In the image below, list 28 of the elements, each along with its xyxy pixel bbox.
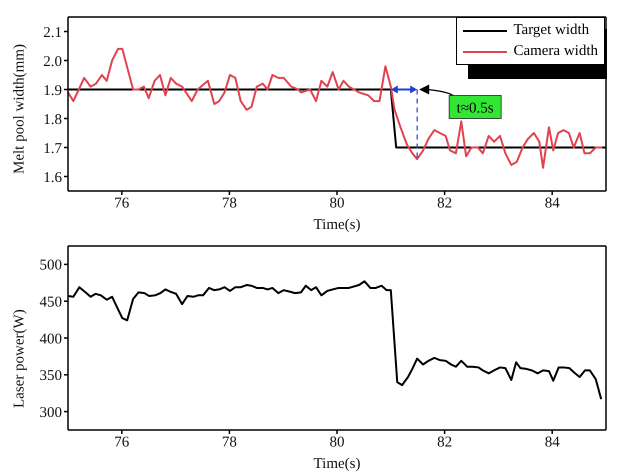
x-tick-label: 80: [330, 434, 344, 451]
x-tick-label: 82: [437, 434, 452, 451]
legend-label: Camera width: [513, 42, 598, 61]
y-axis-title: Laser power(W): [11, 309, 28, 408]
x-tick-label: 84: [544, 196, 560, 212]
annotation: t≈0.5s: [456, 100, 494, 116]
legend-label: Target width: [513, 21, 590, 40]
y-tick-label: 300: [40, 404, 62, 421]
x-axis-title: Time(s): [314, 456, 360, 472]
x-tick-label: 78: [222, 196, 237, 212]
x-tick-label: 78: [222, 434, 237, 451]
x-tick-label: 80: [330, 196, 344, 212]
y-tick-label: 2.0: [43, 54, 62, 70]
y-tick-label: 1.9: [43, 82, 62, 99]
y-tick-label: 400: [40, 331, 62, 348]
y-tick-label: 2.1: [43, 24, 62, 41]
x-tick-label: 76: [114, 434, 130, 451]
x-axis-title: Time(s): [314, 217, 360, 233]
y-tick-label: 1.8: [43, 112, 62, 128]
y-tick-label: 1.7: [43, 140, 62, 157]
x-tick-label: 76: [114, 196, 130, 212]
y-tick-label: 350: [40, 368, 62, 384]
x-tick-label: 84: [544, 434, 560, 451]
y-tick-label: 450: [40, 294, 62, 311]
y-tick-label: 1.6: [43, 170, 62, 186]
y-tick-label: 500: [40, 258, 62, 274]
x-tick-label: 82: [437, 196, 452, 212]
y-axis-title: Melt pool width(mm): [11, 44, 28, 174]
